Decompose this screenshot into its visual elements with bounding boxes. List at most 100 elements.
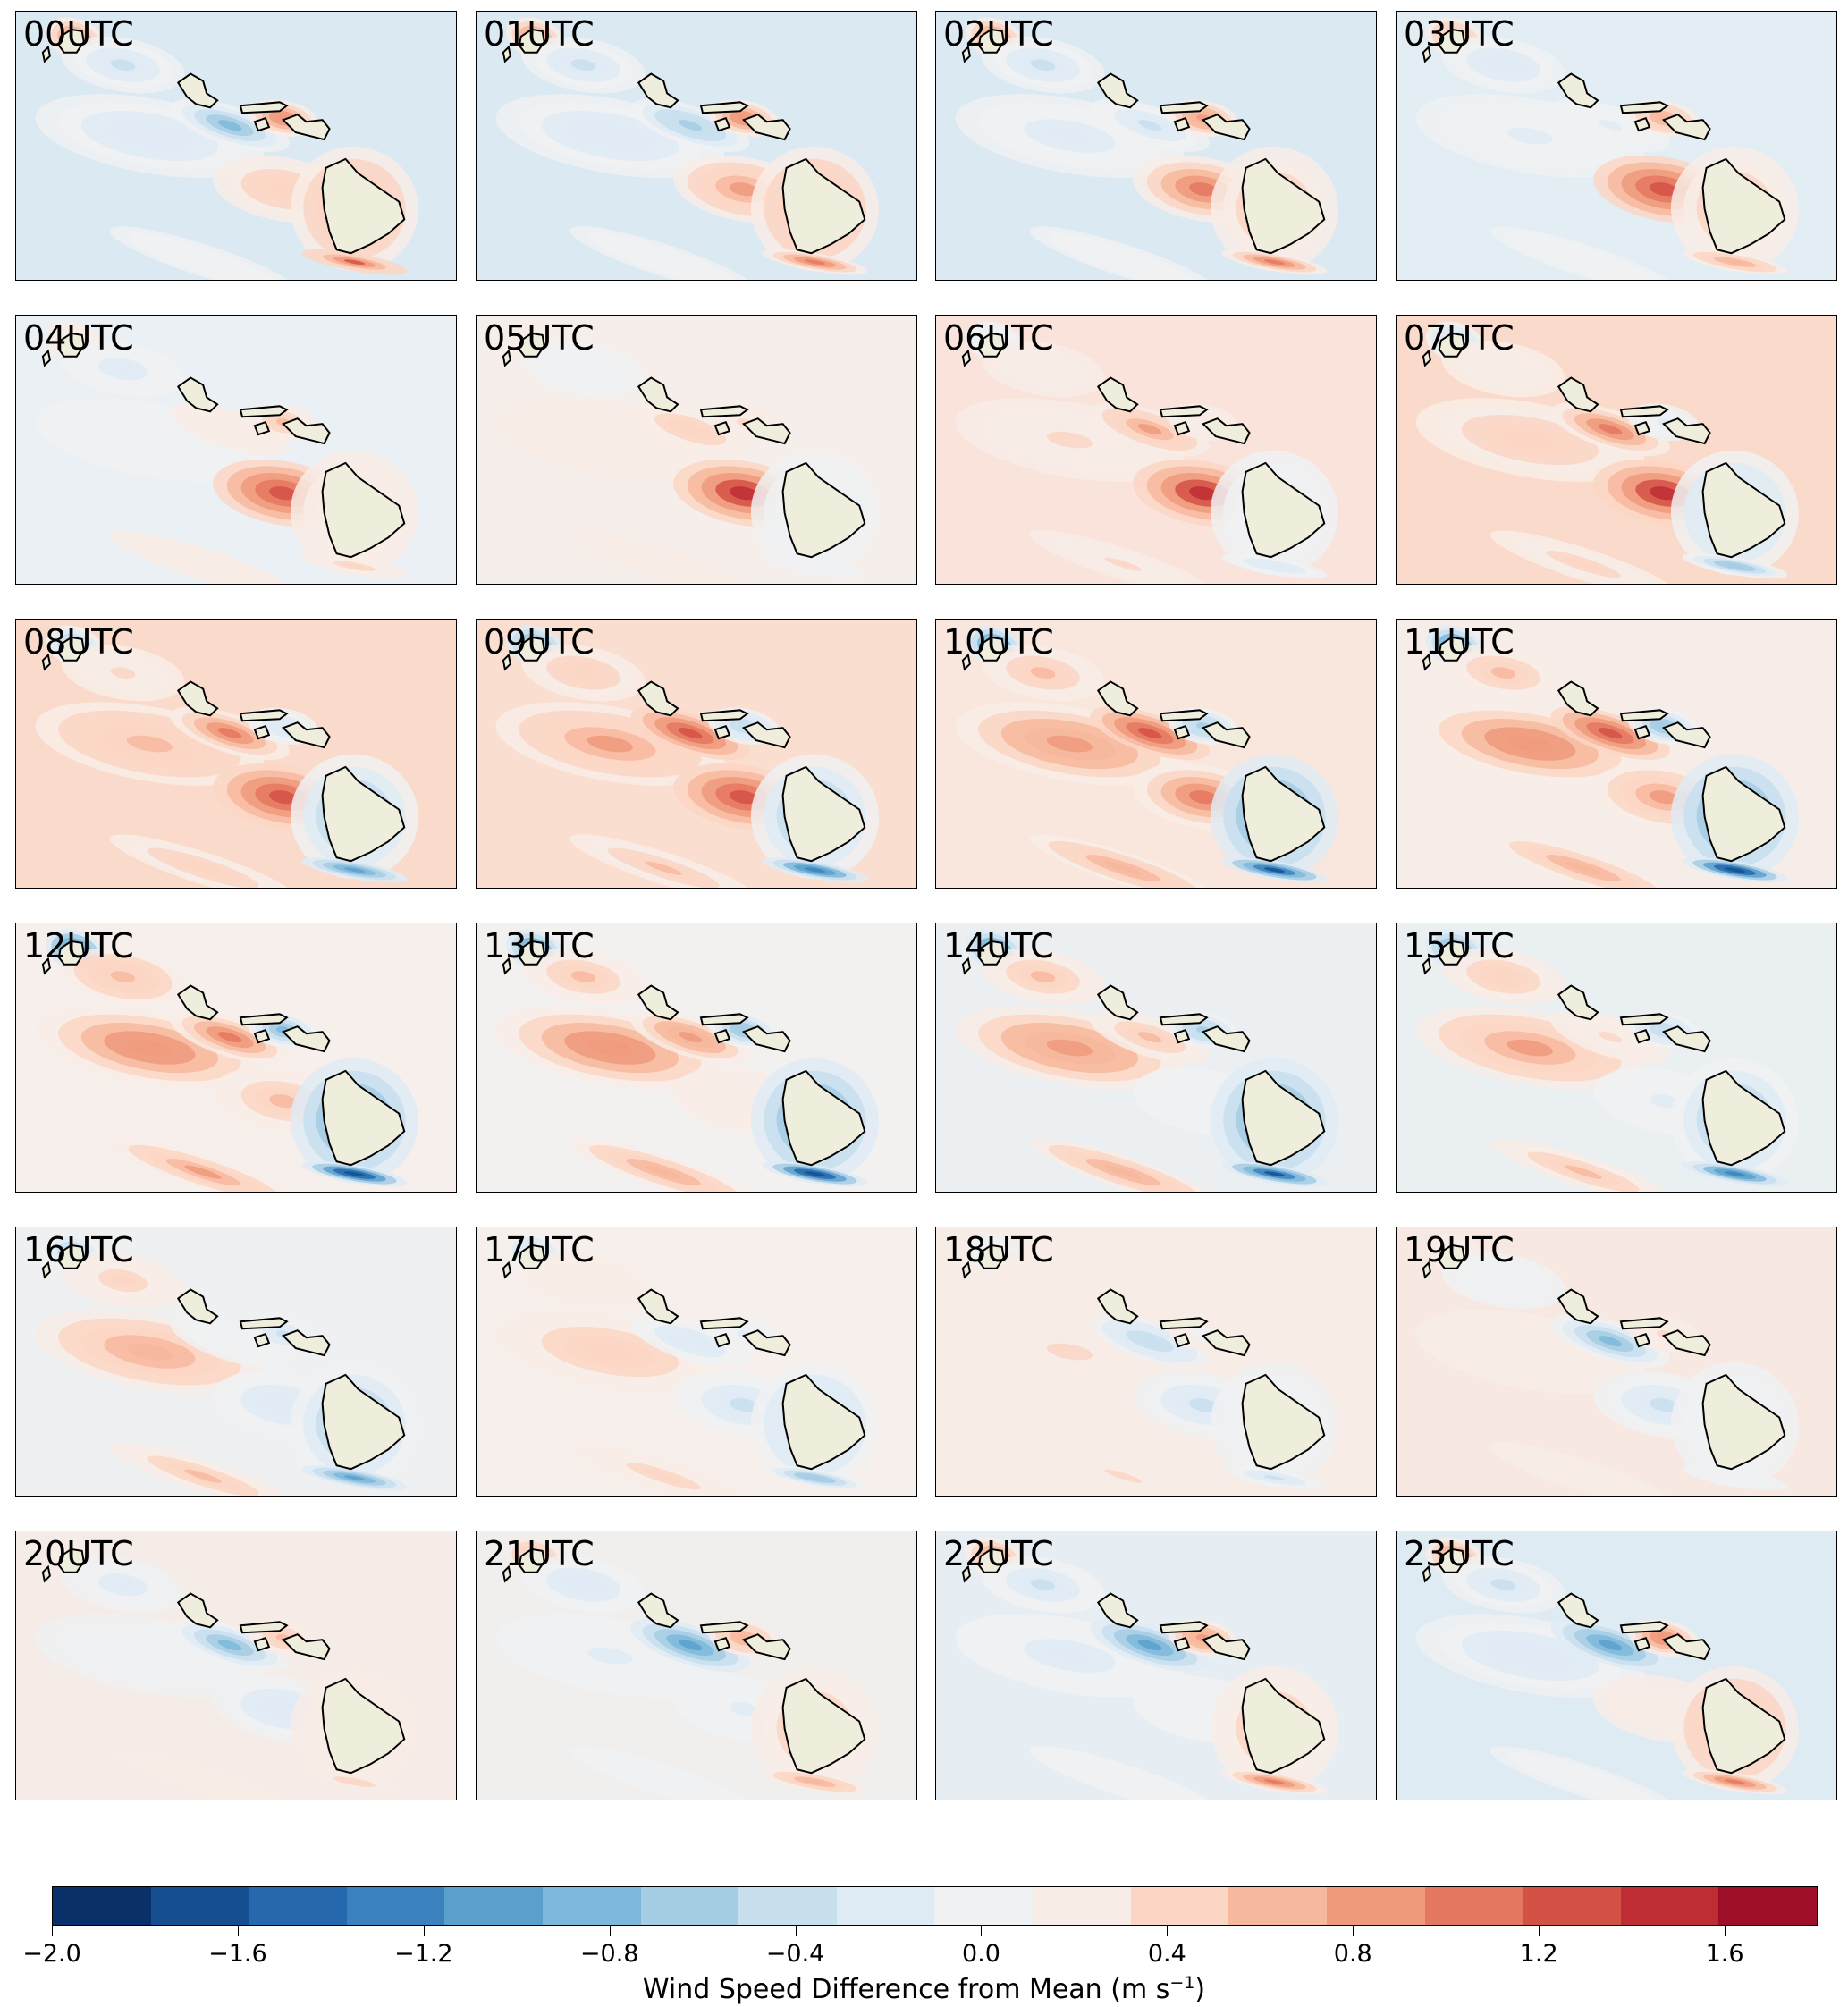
anomaly-contour bbox=[586, 735, 633, 753]
anomaly-contour bbox=[1137, 1032, 1162, 1043]
anomaly-contour bbox=[1189, 182, 1218, 197]
island-lanai bbox=[1173, 724, 1191, 740]
island-maui bbox=[741, 1633, 791, 1661]
island-hawaii bbox=[1701, 157, 1786, 255]
anomaly-contour bbox=[1724, 1475, 1746, 1480]
island-kauai bbox=[57, 636, 85, 662]
anomaly-contour bbox=[645, 1469, 683, 1483]
island-molokai bbox=[1159, 709, 1209, 722]
island-molokai bbox=[239, 405, 289, 418]
anomaly-contour bbox=[730, 1702, 758, 1716]
island-hawaii bbox=[321, 461, 406, 559]
anomaly-contour bbox=[126, 431, 173, 449]
island-molokai bbox=[1619, 1013, 1669, 1026]
panel-time-label: 11UTC bbox=[1404, 622, 1515, 662]
panel-time-label: 12UTC bbox=[23, 926, 134, 966]
island-molokai bbox=[1159, 1621, 1209, 1634]
map-panel-14utc: 14UTC bbox=[935, 923, 1377, 1193]
island-niihau bbox=[41, 1564, 51, 1583]
island-lanai bbox=[253, 116, 271, 132]
anomaly-contour bbox=[269, 182, 298, 197]
anomaly-field bbox=[1415, 625, 1799, 888]
island-niihau bbox=[961, 45, 971, 63]
anomaly-contour bbox=[1030, 59, 1056, 71]
anomaly-contour bbox=[1046, 127, 1093, 145]
panel-time-label: 19UTC bbox=[1404, 1230, 1515, 1269]
island-niihau bbox=[502, 1261, 511, 1279]
island-niihau bbox=[41, 349, 51, 367]
island-oahu bbox=[1096, 1592, 1139, 1629]
anomaly-contour bbox=[570, 971, 596, 982]
island-molokai bbox=[1619, 1621, 1669, 1634]
anomaly-contour bbox=[645, 1773, 683, 1787]
island-oahu bbox=[637, 1288, 679, 1325]
anomaly-contour bbox=[1137, 728, 1162, 739]
anomaly-contour bbox=[570, 1579, 596, 1590]
anomaly-field bbox=[35, 17, 418, 280]
panel-time-label: 03UTC bbox=[1404, 14, 1515, 54]
island-lanai bbox=[1173, 116, 1191, 132]
island-maui bbox=[1661, 114, 1711, 141]
anomaly-contour bbox=[1650, 1398, 1678, 1412]
panel-time-label: 00UTC bbox=[23, 14, 134, 54]
anomaly-contour bbox=[1490, 971, 1516, 982]
anomaly-field bbox=[495, 17, 879, 280]
island-niihau bbox=[1422, 1564, 1431, 1583]
island-kauai bbox=[977, 332, 1005, 358]
island-niihau bbox=[961, 1564, 971, 1583]
anomaly-field bbox=[495, 929, 879, 1192]
anomaly-field bbox=[35, 1233, 418, 1496]
anomaly-contour bbox=[184, 1773, 223, 1787]
anomaly-contour bbox=[1565, 1165, 1603, 1179]
island-maui bbox=[1661, 721, 1711, 749]
island-lanai bbox=[253, 420, 271, 436]
map-panel-09utc: 09UTC bbox=[476, 619, 917, 889]
map-panel-04utc: 04UTC bbox=[15, 315, 457, 585]
anomaly-field bbox=[495, 321, 879, 584]
island-kauai bbox=[977, 1547, 1005, 1573]
anomaly-contour bbox=[110, 971, 136, 982]
anomaly-contour bbox=[1030, 363, 1056, 375]
anomaly-contour bbox=[730, 790, 758, 805]
island-niihau bbox=[41, 1261, 51, 1279]
island-hawaii bbox=[1701, 765, 1786, 863]
anomaly-contour bbox=[1046, 431, 1093, 449]
anomaly-contour bbox=[1046, 1343, 1093, 1361]
anomaly-field bbox=[35, 625, 418, 888]
island-lanai bbox=[1173, 420, 1191, 436]
island-lanai bbox=[713, 420, 731, 436]
island-hawaii bbox=[781, 157, 866, 255]
anomaly-contour bbox=[1506, 127, 1553, 145]
anomaly-field bbox=[35, 1537, 418, 1800]
anomaly-field bbox=[955, 625, 1338, 888]
anomaly-contour bbox=[1189, 1094, 1218, 1109]
island-maui bbox=[1201, 1329, 1251, 1357]
island-hawaii bbox=[781, 461, 866, 559]
colorbar-segment bbox=[1326, 1887, 1425, 1925]
anomaly-contour bbox=[343, 1171, 366, 1176]
island-kauai bbox=[518, 332, 545, 358]
island-lanai bbox=[713, 1636, 731, 1652]
island-maui bbox=[281, 417, 331, 445]
island-oahu bbox=[1557, 72, 1599, 109]
panel-time-label: 10UTC bbox=[943, 622, 1054, 662]
anomaly-contour bbox=[1263, 563, 1286, 569]
island-kauai bbox=[518, 940, 545, 966]
island-lanai bbox=[253, 1636, 271, 1652]
island-oahu bbox=[1096, 680, 1139, 717]
panel-time-label: 14UTC bbox=[943, 926, 1054, 966]
island-kauai bbox=[1438, 28, 1465, 54]
anomaly-contour bbox=[586, 127, 633, 145]
colorbar-segment bbox=[444, 1887, 544, 1925]
anomaly-contour bbox=[1104, 1165, 1143, 1179]
anomaly-contour bbox=[1506, 1039, 1553, 1057]
map-panel-13utc: 13UTC bbox=[476, 923, 917, 1193]
island-hawaii bbox=[321, 1677, 406, 1775]
anomaly-contour bbox=[1263, 867, 1286, 873]
anomaly-contour bbox=[570, 667, 596, 679]
colorbar-segment bbox=[1718, 1887, 1817, 1925]
island-molokai bbox=[1159, 405, 1209, 418]
panel-time-label: 06UTC bbox=[943, 318, 1054, 358]
island-molokai bbox=[239, 709, 289, 722]
anomaly-contour bbox=[804, 1171, 826, 1176]
